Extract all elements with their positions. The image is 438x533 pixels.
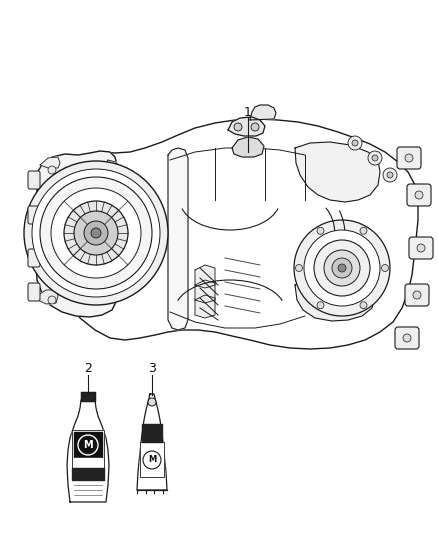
Circle shape bbox=[415, 191, 423, 199]
Circle shape bbox=[296, 264, 303, 271]
Circle shape bbox=[78, 435, 98, 455]
Text: 2: 2 bbox=[84, 361, 92, 375]
Circle shape bbox=[413, 291, 421, 299]
Bar bbox=[74, 458, 102, 463]
Circle shape bbox=[360, 227, 367, 235]
Polygon shape bbox=[38, 290, 58, 304]
Circle shape bbox=[381, 264, 389, 271]
Circle shape bbox=[360, 302, 367, 309]
FancyBboxPatch shape bbox=[407, 184, 431, 206]
Circle shape bbox=[74, 211, 118, 255]
Circle shape bbox=[64, 201, 128, 265]
FancyBboxPatch shape bbox=[28, 249, 40, 267]
Circle shape bbox=[51, 188, 141, 278]
Circle shape bbox=[417, 244, 425, 252]
Circle shape bbox=[234, 123, 242, 131]
Polygon shape bbox=[67, 400, 109, 502]
Polygon shape bbox=[137, 394, 167, 490]
Bar bbox=[74, 432, 102, 458]
Polygon shape bbox=[295, 142, 380, 202]
Circle shape bbox=[317, 227, 324, 235]
Circle shape bbox=[148, 398, 156, 406]
Circle shape bbox=[403, 334, 411, 342]
Text: M: M bbox=[148, 456, 156, 464]
Circle shape bbox=[338, 264, 346, 272]
Circle shape bbox=[294, 220, 390, 316]
Polygon shape bbox=[40, 157, 60, 168]
Circle shape bbox=[348, 136, 362, 150]
FancyBboxPatch shape bbox=[409, 237, 433, 259]
Text: 1: 1 bbox=[244, 106, 252, 118]
Text: 3: 3 bbox=[148, 361, 156, 375]
Circle shape bbox=[40, 177, 152, 289]
FancyBboxPatch shape bbox=[28, 283, 40, 301]
Circle shape bbox=[108, 294, 116, 302]
FancyBboxPatch shape bbox=[395, 327, 419, 349]
FancyBboxPatch shape bbox=[28, 206, 40, 224]
Polygon shape bbox=[195, 265, 215, 288]
Polygon shape bbox=[55, 119, 418, 349]
Circle shape bbox=[314, 240, 370, 296]
Circle shape bbox=[84, 221, 108, 245]
Polygon shape bbox=[295, 275, 375, 321]
Circle shape bbox=[405, 154, 413, 162]
Circle shape bbox=[317, 302, 324, 309]
Circle shape bbox=[48, 296, 56, 304]
Circle shape bbox=[304, 230, 380, 306]
Circle shape bbox=[24, 161, 168, 305]
Circle shape bbox=[108, 164, 116, 172]
Bar bbox=[142, 424, 162, 442]
Bar bbox=[72, 430, 104, 480]
Circle shape bbox=[48, 166, 56, 174]
FancyBboxPatch shape bbox=[405, 284, 429, 306]
Circle shape bbox=[368, 151, 382, 165]
FancyBboxPatch shape bbox=[397, 147, 421, 169]
FancyBboxPatch shape bbox=[28, 171, 40, 189]
Bar bbox=[72, 468, 104, 480]
Circle shape bbox=[32, 169, 160, 297]
Polygon shape bbox=[228, 117, 265, 136]
Circle shape bbox=[372, 155, 378, 161]
Polygon shape bbox=[195, 280, 215, 303]
Polygon shape bbox=[105, 160, 118, 174]
Circle shape bbox=[332, 258, 352, 278]
Polygon shape bbox=[168, 148, 188, 330]
Bar bbox=[81, 392, 95, 401]
Polygon shape bbox=[36, 151, 118, 317]
Circle shape bbox=[352, 140, 358, 146]
Circle shape bbox=[383, 168, 397, 182]
Bar bbox=[140, 442, 164, 477]
Text: M: M bbox=[83, 440, 93, 450]
Polygon shape bbox=[195, 295, 215, 318]
Polygon shape bbox=[232, 137, 264, 157]
Circle shape bbox=[324, 250, 360, 286]
Circle shape bbox=[33, 228, 41, 236]
Circle shape bbox=[387, 172, 393, 178]
Circle shape bbox=[251, 123, 259, 131]
Polygon shape bbox=[250, 105, 276, 120]
Circle shape bbox=[33, 254, 41, 262]
Circle shape bbox=[91, 228, 101, 238]
